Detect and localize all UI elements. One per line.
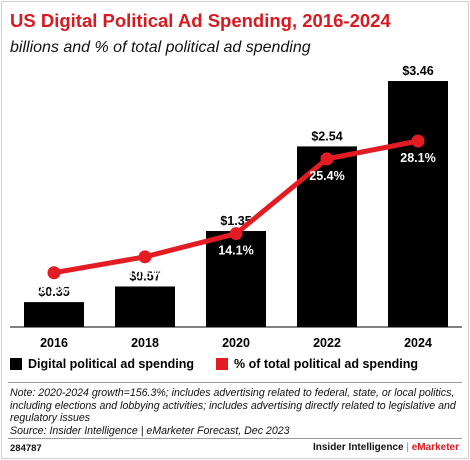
bar-2018	[115, 286, 175, 327]
x-tick-label-2016: 2016	[40, 336, 68, 350]
note-text: Note: 2020-2024 growth=156.3%; includes …	[10, 387, 456, 425]
share-label-2018: 10.6%	[127, 267, 162, 281]
bar-2020	[206, 231, 266, 327]
legend-swatch-spending	[10, 358, 22, 370]
chart-id: 284787	[10, 443, 42, 454]
footer-divider	[8, 438, 462, 439]
x-tick-label-2022: 2022	[313, 336, 341, 350]
brand-secondary: eMarketer	[411, 442, 459, 453]
legend: Digital political ad spending % of total…	[10, 357, 440, 371]
share-point-2016	[47, 266, 61, 280]
notes-divider	[8, 382, 462, 383]
share-point-2024	[411, 134, 425, 148]
brand-primary: Insider Intelligence	[312, 442, 404, 453]
legend-item-spending: Digital political ad spending	[10, 357, 194, 371]
bar-value-label-2016: $0.35	[38, 285, 69, 299]
bar-2024	[388, 81, 448, 327]
x-tick-label-2020: 2020	[222, 336, 250, 350]
share-label-2016: 8.2%	[40, 283, 69, 297]
chart-subtitle: billions and % of total political ad spe…	[10, 39, 311, 56]
x-tick-label-2024: 2024	[404, 336, 432, 350]
x-tick-label-2018: 2018	[131, 336, 159, 350]
share-label-2022: 25.4%	[309, 169, 344, 183]
brand-separator: |	[406, 442, 409, 453]
legend-label-spending: Digital political ad spending	[28, 357, 194, 371]
source-text: Source: Insider Intelligence | eMarketer…	[10, 424, 290, 437]
legend-label-share: % of total political ad spending	[234, 357, 419, 371]
share-label-2024: 28.1%	[400, 151, 435, 165]
chart-notes: Note: 2020-2024 growth=156.3%; includes …	[10, 387, 465, 437]
share-point-2020	[229, 227, 243, 241]
bar-value-label-2018: $0.57	[129, 269, 160, 283]
brand: Insider Intelligence | eMarketer	[313, 442, 459, 453]
share-point-2018	[138, 250, 152, 264]
share-point-2022	[320, 152, 334, 166]
share-label-2020: 14.1%	[218, 244, 253, 258]
legend-item-share: % of total political ad spending	[216, 357, 418, 371]
bar-value-label-2024: $3.46	[402, 64, 433, 78]
bar-value-label-2022: $2.54	[311, 129, 342, 143]
legend-swatch-share	[216, 358, 228, 370]
chart-title: US Digital Political Ad Spending, 2016-2…	[10, 10, 391, 31]
bar-2016	[24, 302, 84, 327]
